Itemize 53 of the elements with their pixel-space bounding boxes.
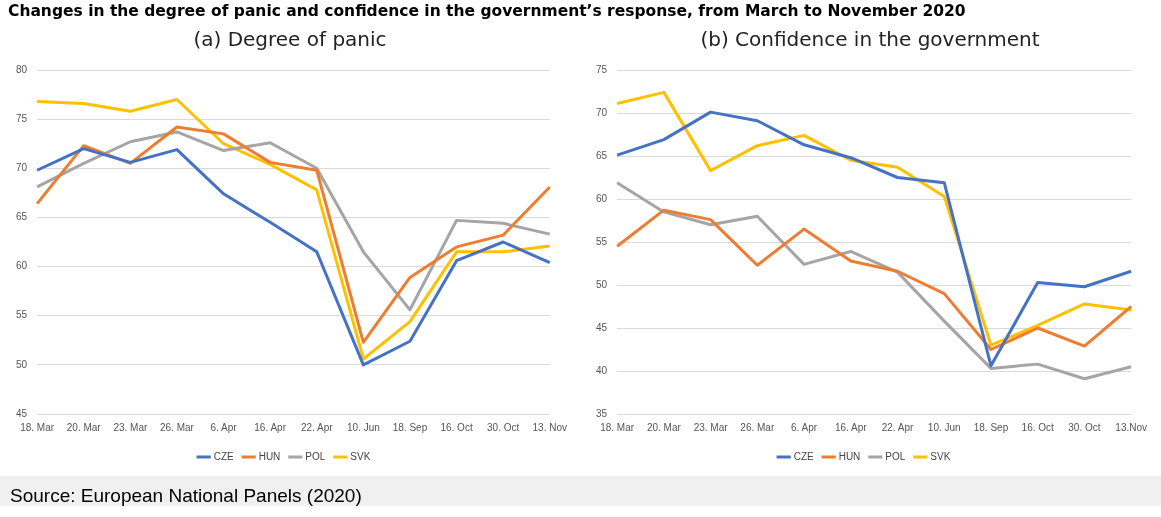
y-tick-label: 65 xyxy=(596,149,608,161)
legend-label: CZE xyxy=(793,450,814,462)
x-tick-label: 18. Mar xyxy=(20,421,55,433)
y-tick-label: 50 xyxy=(596,278,608,290)
x-tick-label: 18. Sep xyxy=(392,421,428,433)
x-tick-label: 16. Apr xyxy=(834,421,868,433)
x-tick-label: 16. Oct xyxy=(440,421,473,433)
y-tick-label: 60 xyxy=(16,260,28,272)
x-tick-label: 13.Nov xyxy=(1115,421,1147,433)
y-tick-label: 55 xyxy=(596,235,608,247)
x-tick-label: 10. Jun xyxy=(346,421,380,433)
y-tick-label: 45 xyxy=(16,407,28,419)
legend-label: POL xyxy=(885,450,906,462)
x-tick-label: 20. Mar xyxy=(646,421,682,433)
legend-label: POL xyxy=(305,450,326,462)
y-tick-label: 70 xyxy=(16,162,28,174)
y-tick-label: 70 xyxy=(596,106,608,118)
x-tick-label: 20. Mar xyxy=(66,421,102,433)
chart-title: Changes in the degree of panic and confidence in the government’s response, from March to November 2020 xyxy=(7,1,967,22)
x-tick-label: 26. Mar xyxy=(159,421,195,433)
chart-subtitle: (a) Degree of panic xyxy=(192,26,388,53)
x-tick-label: 18. Mar xyxy=(600,421,635,433)
legend-label: CZE xyxy=(213,450,234,462)
x-tick-label: 16. Oct xyxy=(1021,421,1055,433)
legend-label: SVK xyxy=(930,450,951,462)
y-tick-label: 75 xyxy=(596,63,608,75)
x-tick-label: 30. Oct xyxy=(487,421,520,433)
x-tick-label: 6. Apr xyxy=(210,421,238,433)
y-tick-label: 35 xyxy=(596,407,608,419)
x-tick-label: 23. Mar xyxy=(693,421,729,433)
y-tick-label: 60 xyxy=(596,192,608,204)
legend-label: SVK xyxy=(350,450,371,462)
x-tick-label: 22. Apr xyxy=(881,421,915,433)
x-tick-label: 13. Nov xyxy=(532,421,567,433)
x-tick-label: 6. Apr xyxy=(790,421,818,433)
y-tick-label: 45 xyxy=(596,321,608,333)
x-tick-label: 30. Oct xyxy=(1068,421,1101,433)
legend-label: HUN xyxy=(258,450,281,462)
y-tick-label: 80 xyxy=(16,63,28,75)
x-tick-label: 10. Jun xyxy=(927,421,961,433)
legend-label: HUN xyxy=(838,450,861,462)
x-tick-label: 26. Mar xyxy=(740,421,775,433)
y-tick-label: 55 xyxy=(16,309,28,321)
chart-subtitle: (b) Confidence in the government xyxy=(699,26,1041,53)
x-tick-label: 18. Sep xyxy=(973,421,1009,433)
y-tick-label: 50 xyxy=(16,358,28,370)
y-tick-label: 40 xyxy=(596,364,608,376)
x-tick-label: 22. Apr xyxy=(300,421,334,433)
y-tick-label: 75 xyxy=(16,112,28,124)
x-tick-label: 16. Apr xyxy=(254,421,287,433)
y-tick-label: 65 xyxy=(16,211,28,223)
x-tick-label: 23. Mar xyxy=(113,421,148,433)
source-note: Source: European National Panels (2020) xyxy=(10,484,363,508)
